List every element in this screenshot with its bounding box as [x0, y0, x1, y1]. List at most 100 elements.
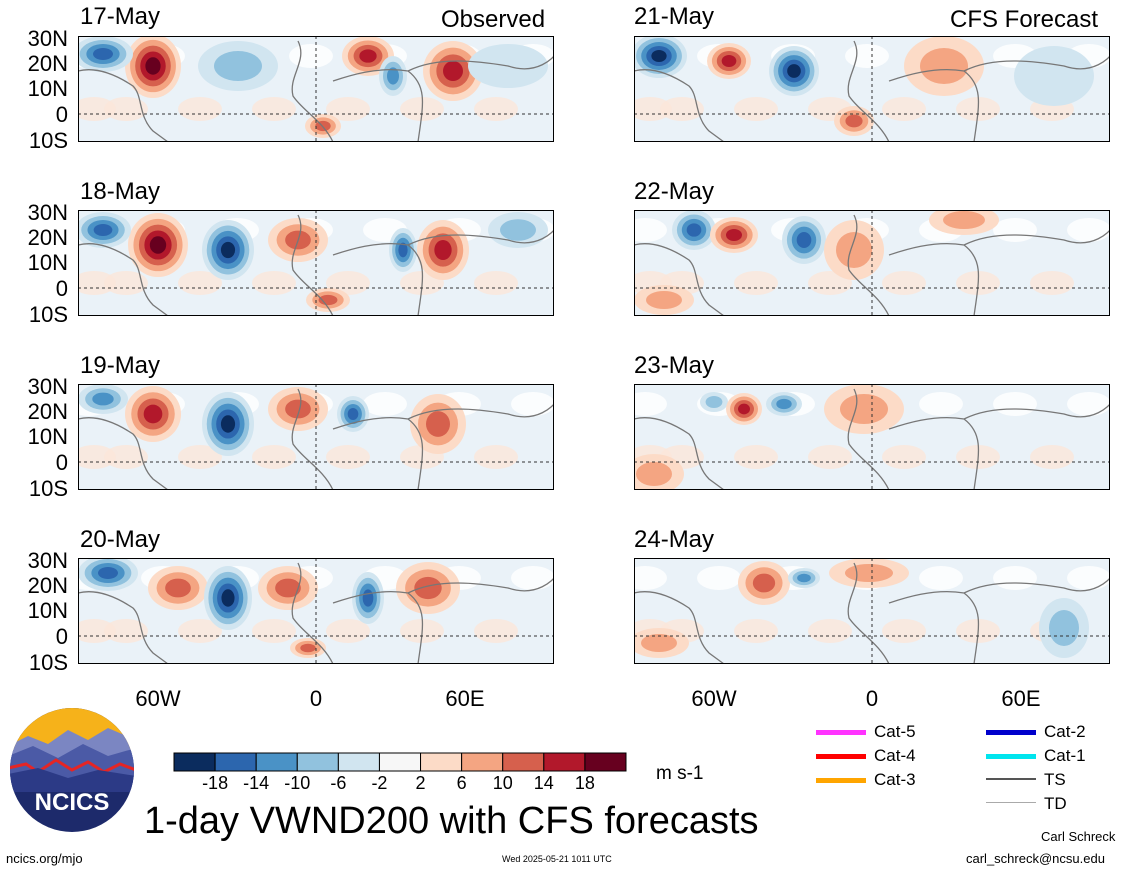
legend-label-cat-4: Cat-4: [874, 746, 916, 765]
colorbar-tick-label: 14: [533, 773, 554, 793]
map-panel-fcst-4: [634, 558, 1110, 664]
map-panel-obs-1: [78, 36, 554, 142]
positive-anomaly: [165, 578, 191, 598]
negative-anomaly: [220, 241, 236, 259]
map-panel-obs-2: [78, 210, 554, 316]
negative-anomaly: [1014, 46, 1094, 106]
panel-frame: [634, 36, 1110, 142]
lat-label-row4-3: 0: [55, 624, 68, 649]
positive-anomaly: [300, 643, 316, 653]
negative-anomaly: [93, 224, 113, 236]
colorbar-swatch: [584, 752, 627, 772]
lat-label-row1-1: 20N: [27, 51, 68, 76]
positive-anomaly: [149, 236, 167, 254]
colorbar-tick-label: -2: [371, 773, 388, 793]
negative-anomaly: [93, 48, 113, 60]
panel-date-fcst-4: 24-May: [634, 526, 715, 553]
coastline: [634, 388, 1110, 490]
lat-label-row3-3: 0: [55, 450, 68, 475]
negative-anomaly: [398, 242, 408, 258]
panel-frame: [634, 210, 1110, 316]
lat-label-row1-2: 10N: [27, 76, 68, 101]
positive-anomaly: [443, 61, 463, 81]
positive-anomaly: [434, 240, 452, 260]
positive-anomaly: [845, 564, 893, 582]
positive-anomaly: [738, 403, 750, 415]
panel-frame: [78, 558, 554, 664]
colorbar-tick-label: 18: [574, 773, 595, 793]
legend-line-ts: [986, 778, 1036, 780]
legend-line-cat-3: [816, 778, 866, 783]
legend-label-cat-3: Cat-3: [874, 770, 916, 789]
positive-anomaly: [641, 634, 677, 652]
negative-anomaly: [92, 392, 114, 406]
negative-anomaly: [500, 219, 536, 241]
colorbar-swatch: [337, 752, 380, 772]
positive-anomaly: [752, 573, 776, 593]
coastline: [78, 40, 554, 142]
cfs-forecast-header: CFS Forecast: [950, 6, 1099, 33]
lon-label-60e-right: 60E: [1001, 686, 1041, 711]
panel-frame: [78, 210, 554, 316]
lat-label-row3-4: 10S: [28, 476, 68, 501]
panel-date-obs-1: 17-May: [80, 3, 161, 30]
lat-label-row4-2: 10N: [27, 598, 68, 623]
panel-frame: [634, 558, 1110, 664]
colorbar: [173, 752, 627, 772]
colorbar-swatch: [461, 752, 504, 772]
positive-anomaly: [275, 578, 301, 598]
positive-anomaly: [359, 49, 377, 63]
negative-anomaly: [1049, 610, 1079, 646]
lat-label-row1-0: 30N: [27, 26, 68, 51]
negative-anomaly: [705, 396, 723, 408]
map-panel-obs-4: [78, 558, 554, 664]
lon-label-60e-left: 60E: [445, 686, 485, 711]
negative-anomaly: [686, 223, 702, 237]
panel-date-obs-2: 18-May: [80, 178, 161, 205]
colorbar-swatch: [214, 752, 257, 772]
footer-timestamp: Wed 2025-05-21 1011 UTC: [502, 854, 612, 864]
positive-anomaly: [145, 57, 161, 75]
lat-label-row3-2: 10N: [27, 424, 68, 449]
positive-anomaly: [143, 404, 163, 424]
observed-header: Observed: [441, 6, 546, 33]
colorbar-units: m s-1: [656, 763, 704, 784]
positive-anomaly: [285, 399, 311, 419]
legend-label-td: TD: [1044, 794, 1067, 813]
positive-anomaly: [721, 55, 737, 67]
positive-anomaly: [845, 114, 863, 128]
legend-line-cat-4: [816, 754, 866, 759]
panel-date-fcst-2: 22-May: [634, 178, 715, 205]
lon-label-60w-right: 60W: [691, 686, 737, 711]
map-panel-fcst-3: [634, 384, 1110, 490]
positive-anomaly: [426, 411, 450, 437]
negative-anomaly: [220, 415, 236, 433]
panel-date-obs-3: 19-May: [80, 352, 161, 379]
positive-anomaly: [318, 294, 338, 306]
ncics-logo: NCICS: [10, 708, 134, 832]
positive-anomaly: [726, 229, 742, 241]
legend-line-cat-5: [816, 730, 866, 735]
colorbar-tick-label: -10: [284, 773, 311, 793]
colorbar-swatch: [173, 752, 216, 772]
footer-email: carl_schreck@ncsu.edu: [966, 851, 1105, 866]
legend-label-cat-2: Cat-2: [1044, 722, 1086, 741]
panel-frame: [78, 384, 554, 490]
legend-line-cat-2: [986, 730, 1036, 735]
negative-anomaly: [362, 589, 374, 607]
positive-anomaly: [943, 211, 985, 229]
panel-frame: [634, 384, 1110, 490]
colorbar-tick-label: 10: [492, 773, 513, 793]
negative-anomaly: [221, 589, 235, 607]
positive-anomaly: [840, 394, 888, 424]
negative-anomaly: [776, 398, 792, 410]
panel-date-obs-4: 20-May: [80, 526, 161, 553]
map-panel-fcst-1: [634, 36, 1110, 142]
colorbar-tick-label: -18: [202, 773, 229, 793]
panel-frame: [78, 36, 554, 142]
lat-label-row2-0: 30N: [27, 200, 68, 225]
negative-anomaly: [387, 67, 399, 85]
lat-label-row1-4: 10S: [28, 128, 68, 153]
coastline: [634, 40, 1110, 142]
map-panel-obs-3: [78, 384, 554, 490]
